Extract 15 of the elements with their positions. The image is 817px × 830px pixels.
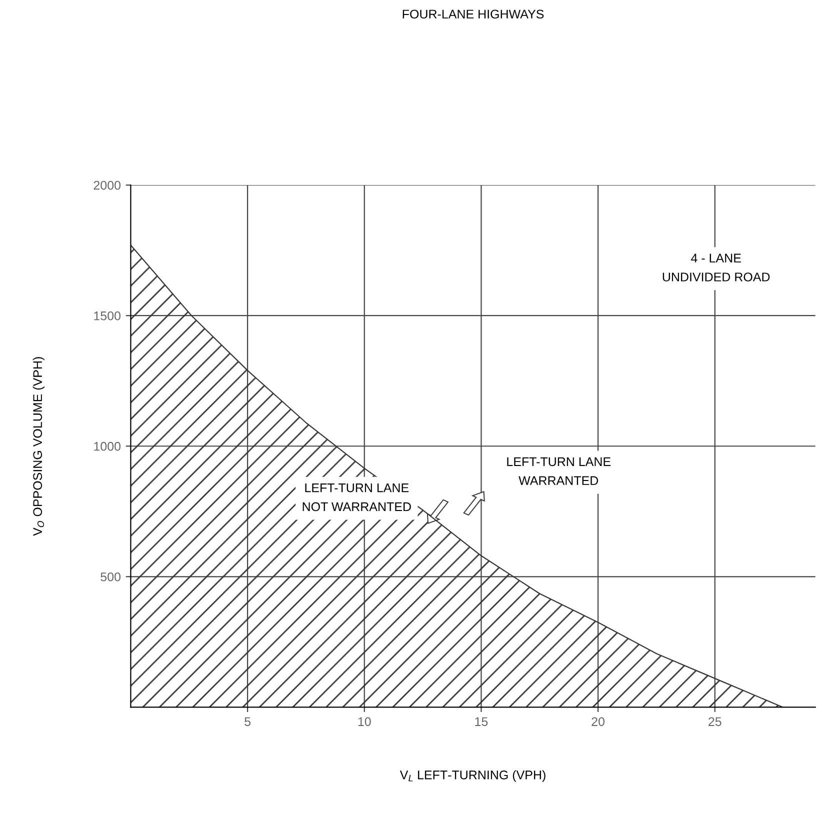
y-tick-label: 500 — [100, 572, 121, 582]
x-tick-label: 25 — [708, 717, 722, 726]
y-tick-label: 2000 — [94, 180, 121, 190]
x-tick-label: 10 — [358, 717, 371, 726]
chart-title: FOUR-LANE HIGHWAYS — [402, 10, 544, 19]
y-axis-title: V$_{O}$ OPPOSING VOLUME (VPH) — [32, 357, 44, 536]
annotation: LEFT-TURN LANE NOT WARRANTED — [302, 484, 411, 512]
x-tick-label: 20 — [592, 717, 605, 726]
y-tick-label: 1500 — [94, 311, 121, 320]
annotation: 4 - LANE UNDIVIDED ROAD — [662, 254, 770, 282]
annotation: LEFT-TURN LANE WARRANTED — [507, 457, 611, 485]
x-tick-label: 5 — [244, 717, 251, 726]
x-axis-title: V$_{L}$ LEFT-TURNING (VPH) — [400, 770, 546, 782]
y-tick-label: 1000 — [94, 442, 121, 451]
x-tick-label: 15 — [475, 717, 488, 726]
